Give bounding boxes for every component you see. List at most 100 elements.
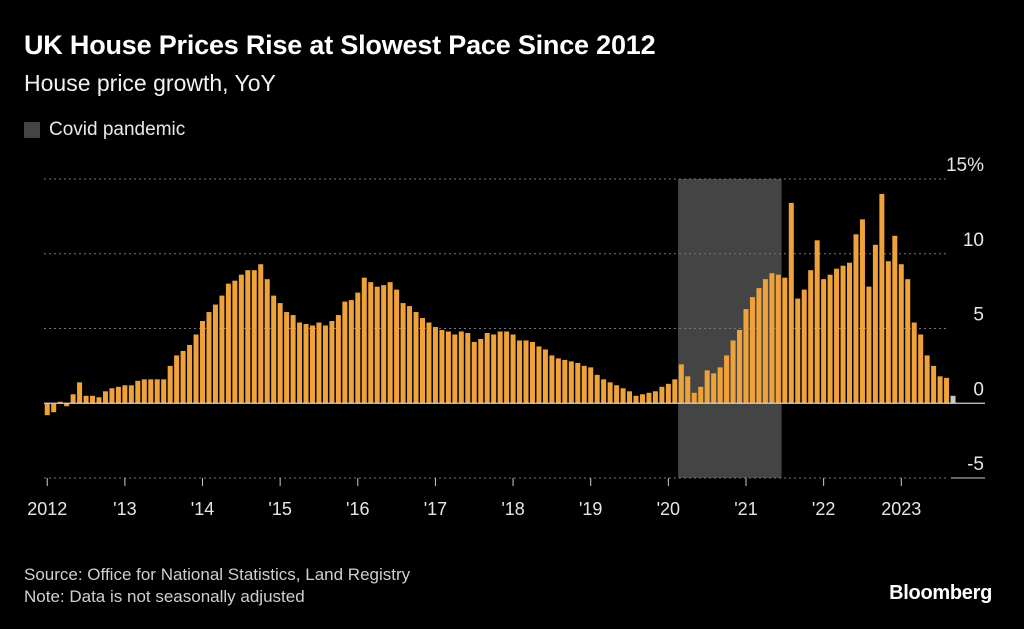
bar: [704, 370, 710, 404]
x-tick-label: '20: [657, 499, 680, 519]
bar: [549, 355, 555, 404]
bar: [898, 264, 904, 404]
bar: [128, 385, 134, 404]
bar: [478, 338, 484, 404]
bar: [135, 380, 141, 404]
bar: [562, 359, 568, 404]
bar: [691, 392, 697, 404]
bar: [200, 321, 206, 404]
bar: [193, 334, 199, 404]
bar: [154, 379, 160, 404]
y-tick-label: 0: [973, 379, 984, 400]
x-tick-label: '15: [268, 499, 291, 519]
bar: [297, 322, 303, 404]
bar: [847, 262, 853, 404]
bar: [601, 379, 607, 404]
bar: [510, 334, 516, 404]
bar: [536, 346, 542, 404]
y-tick-label: 15%: [946, 155, 984, 176]
bar: [788, 202, 794, 404]
bar: [614, 385, 620, 404]
bar: [523, 340, 529, 404]
bar: [355, 292, 361, 404]
bar: [290, 315, 296, 404]
bar: [174, 355, 180, 404]
x-tick-label: '19: [579, 499, 602, 519]
bar: [724, 355, 730, 404]
bar: [627, 391, 633, 404]
bar: [698, 386, 704, 404]
bar: [717, 367, 723, 404]
grid-layer: [44, 178, 985, 479]
bar: [439, 329, 445, 404]
bar: [646, 392, 652, 404]
bar: [542, 349, 548, 404]
bar: [937, 376, 943, 404]
bar: [659, 386, 665, 404]
bar: [931, 365, 937, 404]
legend: Covid pandemic: [24, 119, 185, 141]
bar: [284, 312, 290, 404]
bar: [872, 244, 878, 404]
bar: [665, 383, 671, 404]
bar: [387, 282, 393, 404]
bloomberg-logo: Bloomberg: [889, 582, 992, 604]
bar: [432, 327, 438, 404]
bar: [743, 309, 749, 404]
bar: [866, 286, 872, 404]
y-tick-label: 10: [963, 230, 984, 251]
bar: [419, 318, 425, 404]
bar: [918, 334, 924, 404]
axis-layer: [44, 402, 985, 486]
bar: [322, 325, 328, 404]
bar: [633, 395, 639, 404]
bar: [141, 379, 147, 404]
bar: [394, 289, 400, 404]
bar: [853, 234, 859, 404]
source-note: Source: Office for National Statistics, …: [24, 565, 411, 584]
bar: [167, 365, 173, 404]
bar: [795, 298, 801, 404]
x-tick-label: '14: [191, 499, 214, 519]
bar: [685, 376, 691, 404]
bar: [400, 303, 406, 404]
bar: [225, 283, 231, 404]
bar: [452, 334, 458, 404]
bar: [814, 240, 820, 404]
x-tick-label: '13: [113, 499, 136, 519]
bar: [639, 394, 645, 404]
bar: [96, 397, 102, 404]
bar: [122, 385, 128, 404]
bar: [769, 273, 775, 404]
bar: [905, 279, 911, 404]
bar: [335, 315, 341, 404]
bar: [730, 340, 736, 404]
bar: [607, 382, 613, 404]
bar: [258, 264, 264, 404]
bar: [950, 395, 956, 404]
chart-subtitle: House price growth, YoY: [24, 70, 276, 96]
x-tick-labels: 2012 '13 '14 '15 '16 '17 '18 '19 '20 '21 '22 2023: [27, 499, 921, 519]
bar: [70, 394, 76, 404]
bar: [944, 377, 950, 404]
bar: [775, 274, 781, 404]
bar-chart: 15% 10 5 0 -5 2012 '13 '14 '15 '16 '17 '18 '19 '20 '2…: [27, 155, 985, 519]
x-tick-label: '22: [812, 499, 835, 519]
bar: [555, 358, 561, 404]
bar: [879, 193, 885, 404]
bar: [840, 265, 846, 404]
footer: Source: Office for National Statistics, …: [24, 564, 410, 608]
bar: [51, 403, 57, 413]
bar: [756, 288, 762, 404]
legend-swatch-covid: [24, 122, 40, 138]
x-tick-label: '18: [501, 499, 524, 519]
y-tick-label: 5: [973, 305, 984, 326]
bar: [381, 285, 387, 404]
bar: [361, 277, 367, 404]
bar: [581, 365, 587, 404]
bar: [458, 331, 464, 404]
bar: [212, 304, 218, 404]
bar: [834, 268, 840, 404]
bar: [672, 379, 678, 404]
x-tick-label: 2012: [27, 499, 67, 519]
